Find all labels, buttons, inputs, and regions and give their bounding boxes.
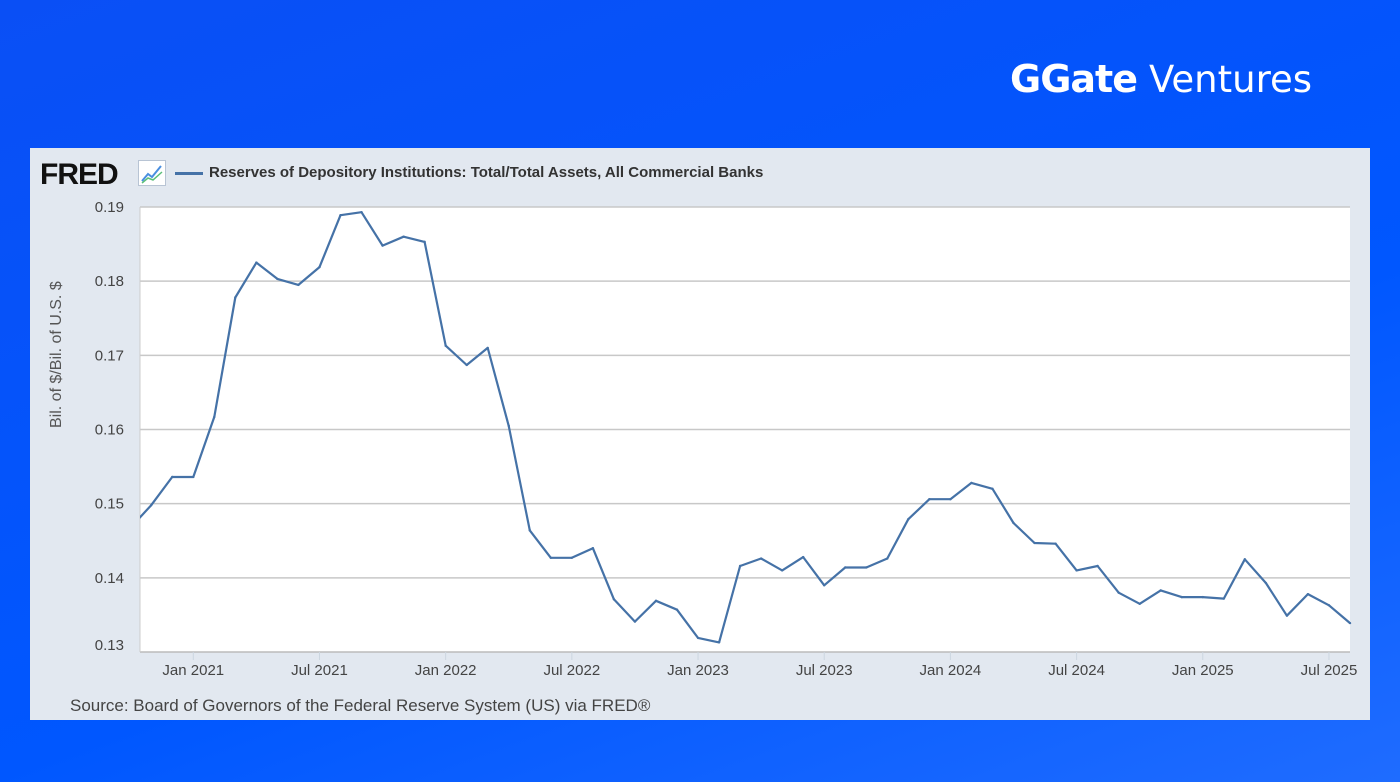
data-point-2021-03	[234, 296, 237, 299]
y-tick-label: 0.19	[95, 199, 124, 216]
y-tick-label: 0.13	[95, 637, 124, 654]
data-point-2022-02	[465, 363, 468, 367]
data-point-2025-05	[1285, 614, 1289, 617]
data-point-2022-06	[549, 556, 553, 560]
data-point-2023-02	[717, 641, 721, 644]
data-point-2022-03	[486, 346, 489, 350]
data-point-2022-01	[444, 344, 447, 347]
data-point-2023-12	[928, 498, 931, 501]
data-point-2024-06	[1054, 542, 1057, 545]
data-point-2022-07	[570, 556, 574, 560]
data-point-2025-07	[1327, 604, 1331, 607]
data-point-2021-07	[318, 265, 321, 269]
data-point-2023-08	[844, 566, 847, 569]
data-point-2023-10	[886, 557, 889, 560]
data-point-2021-05	[276, 277, 279, 281]
data-point-2024-10	[1138, 602, 1141, 605]
data-point-2021-10	[381, 244, 384, 247]
x-tick-label: Jan 2025	[1172, 662, 1234, 679]
data-point-2021-02	[213, 415, 216, 419]
data-point-2024-01	[949, 498, 952, 501]
data-point-2025-08	[1348, 621, 1352, 625]
data-point-2024-04	[1012, 521, 1015, 525]
data-point-2022-08	[591, 546, 595, 550]
data-point-2025-01	[1201, 595, 1204, 599]
data-point-2023-05	[780, 569, 784, 572]
source-note: Source: Board of Governors of the Federa…	[70, 696, 651, 715]
fred-logo: FRED	[40, 158, 119, 191]
data-point-2020-12	[171, 475, 174, 479]
x-tick-label: Jan 2024	[920, 662, 982, 679]
data-point-2023-04	[759, 557, 763, 560]
data-point-2021-08	[339, 213, 342, 217]
chart-line-icon	[138, 160, 166, 186]
data-point-2025-06	[1306, 592, 1310, 596]
data-point-2023-03	[738, 564, 742, 568]
data-point-2023-01	[696, 636, 700, 640]
y-tick-label: 0.14	[95, 570, 124, 587]
x-tick-label: Jul 2025	[1301, 662, 1358, 679]
data-point-2024-05	[1033, 541, 1036, 545]
data-point-2025-03	[1243, 558, 1247, 561]
gate-logo-mark: GGate	[1010, 57, 1138, 101]
x-tick-label: Jan 2022	[415, 662, 477, 679]
data-point-2020-11	[150, 503, 153, 507]
y-tick-label: 0.15	[95, 496, 124, 513]
data-point-2024-09	[1117, 591, 1120, 594]
legend-label: Reserves of Depository Institutions: Tot…	[209, 164, 764, 181]
data-point-2024-02	[970, 481, 973, 485]
data-point-2023-09	[865, 566, 868, 569]
data-point-2024-03	[991, 487, 994, 491]
data-point-2021-12	[423, 240, 426, 244]
data-point-2024-08	[1096, 564, 1099, 568]
legend-swatch	[175, 172, 203, 175]
data-point-2025-02	[1222, 597, 1226, 600]
data-point-2021-09	[360, 210, 363, 214]
ventures-text: Ventures	[1148, 57, 1313, 101]
data-point-2021-01	[192, 475, 195, 479]
data-point-2024-12	[1180, 595, 1183, 599]
data-point-2021-04	[255, 261, 258, 264]
data-point-2023-06	[801, 555, 805, 559]
data-point-2022-05	[528, 529, 531, 532]
y-tick-label: 0.17	[95, 347, 124, 364]
data-point-2022-09	[612, 598, 616, 601]
data-point-2025-04	[1264, 581, 1268, 585]
x-tick-label: Jul 2023	[796, 662, 853, 679]
x-tick-label: Jul 2024	[1048, 662, 1105, 679]
data-point-2023-11	[907, 518, 910, 521]
data-point-2023-07	[823, 584, 826, 587]
data-point-2022-04	[507, 424, 510, 427]
y-tick-label: 0.16	[95, 422, 124, 439]
y-tick-label: 0.18	[95, 273, 124, 290]
x-tick-label: Jul 2021	[291, 662, 348, 679]
x-tick-label: Jan 2021	[162, 662, 224, 679]
data-point-2022-12	[675, 608, 679, 611]
gate-ventures-logo: GGate Ventures	[1010, 56, 1312, 102]
data-point-2021-06	[297, 283, 300, 287]
data-point-2021-11	[402, 235, 405, 238]
data-point-2024-07	[1075, 569, 1078, 572]
data-point-2022-11	[654, 599, 658, 603]
x-tick-label: Jan 2023	[667, 662, 729, 679]
data-point-2022-10	[633, 620, 637, 623]
data-point-2024-11	[1159, 589, 1162, 592]
x-tick-label: Jul 2022	[543, 662, 600, 679]
